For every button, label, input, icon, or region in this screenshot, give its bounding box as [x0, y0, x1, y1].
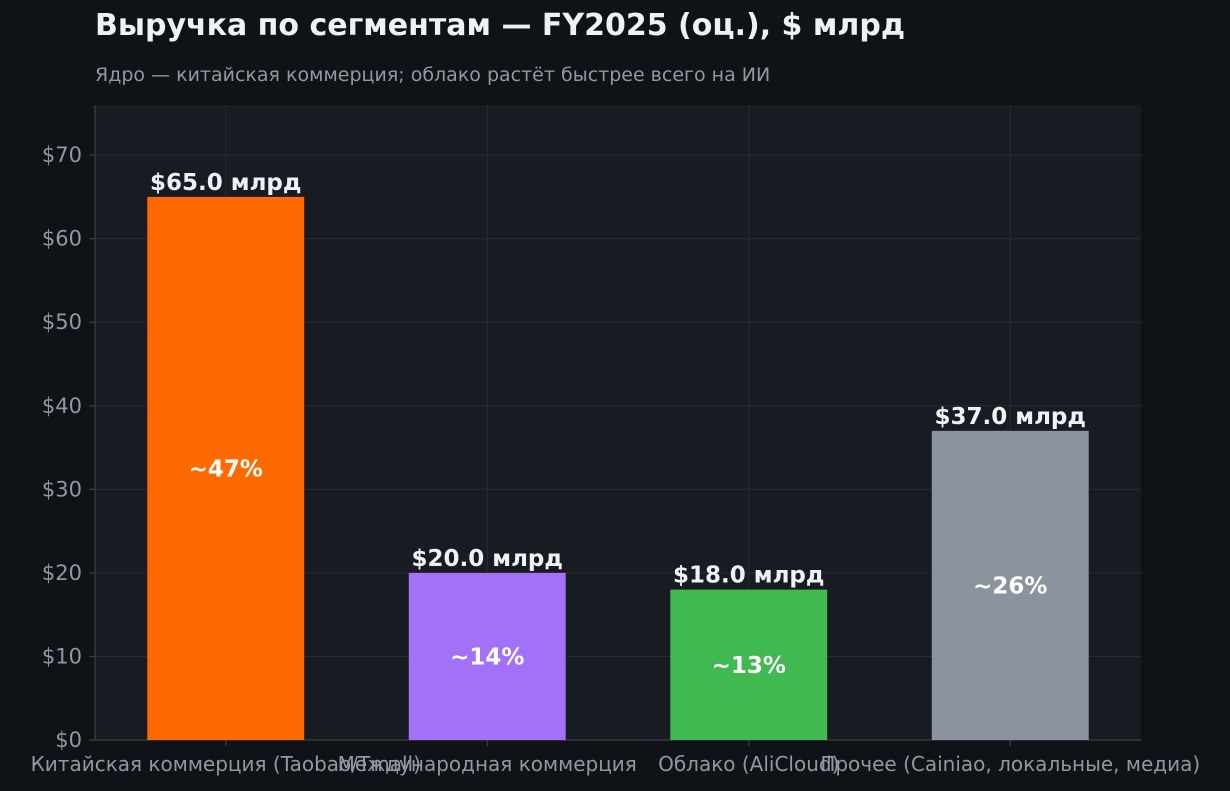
bar — [931, 430, 1089, 740]
chart-subtitle: Ядро — китайская коммерция; облако растё… — [95, 64, 771, 86]
y-tick-label: $60 — [42, 227, 82, 251]
y-tick-label: $30 — [42, 477, 82, 501]
y-tick-label: $20 — [42, 561, 82, 585]
x-tick-label: Облако (AliCloud) — [658, 752, 839, 776]
bar-value-label: $18.0 млрд — [673, 563, 824, 589]
bar — [147, 196, 305, 740]
chart-title: Выручка по сегментам — FY2025 (оц.), $ м… — [95, 8, 906, 43]
y-tick-label: $10 — [42, 644, 82, 668]
y-tick-label: $70 — [42, 143, 82, 167]
bar-value-label: $20.0 млрд — [412, 546, 563, 572]
bar-value-label: $37.0 млрд — [935, 404, 1086, 430]
bar — [408, 572, 566, 740]
bar-share-label: ~13% — [712, 653, 786, 679]
bar-share-label: ~47% — [189, 456, 263, 482]
x-tick-label: Международная коммерция — [338, 752, 637, 776]
bar-value-label: $65.0 млрд — [150, 170, 301, 196]
y-tick-label: $40 — [42, 394, 82, 418]
x-tick-label: Прочее (Cainiao, локальные, медиа) — [820, 752, 1200, 776]
y-tick-label: $0 — [55, 728, 82, 752]
bar-share-label: ~26% — [973, 573, 1047, 599]
bar-share-label: ~14% — [450, 644, 524, 670]
x-tick-label: Китайская коммерция (Taobao/Tmall) — [31, 752, 421, 776]
y-tick-label: $50 — [42, 310, 82, 334]
bar — [670, 589, 828, 740]
